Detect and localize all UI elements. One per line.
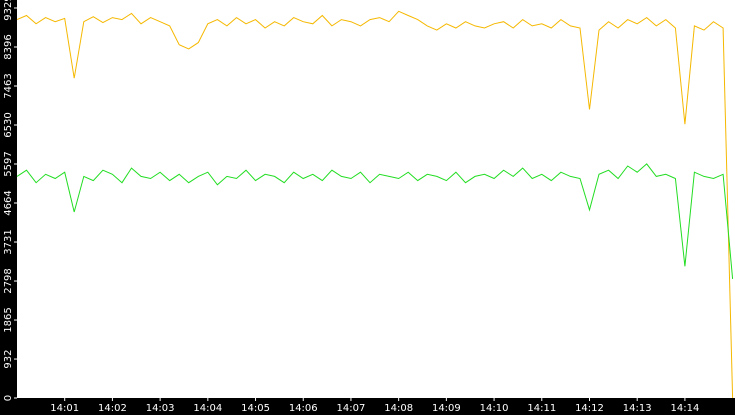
series-line: [16, 10, 734, 399]
series-line: [16, 163, 734, 279]
x-tick-label: 14:09: [432, 403, 461, 414]
x-tick-label: 14:12: [575, 403, 604, 414]
x-tick-label: 14:13: [623, 403, 652, 414]
y-tick-label: 7463: [3, 73, 14, 98]
y-tick-label: 0: [3, 395, 14, 401]
x-tick-label: 14:05: [241, 403, 270, 414]
y-tick-label: 3731: [3, 229, 14, 254]
x-tick-label: 14:08: [384, 403, 413, 414]
x-tick-label: 14:07: [337, 403, 366, 414]
x-tick-label: 14:14: [670, 403, 699, 414]
y-tick-label: 6530: [3, 112, 14, 137]
x-tick-label: 14:04: [193, 403, 222, 414]
y-tick-label: 2798: [3, 268, 14, 293]
y-tick-label: 4664: [3, 190, 14, 215]
x-tick-label: 14:01: [50, 403, 79, 414]
x-tick-label: 14:06: [289, 403, 318, 414]
plot-area: [17, 0, 735, 398]
y-tick-label: 932: [3, 349, 14, 368]
x-tick-label: 14:11: [527, 403, 556, 414]
y-tick-label: 9329: [3, 0, 14, 21]
x-tick-label: 14:03: [146, 403, 175, 414]
x-tick-label: 14:02: [98, 403, 127, 414]
y-tick-label: 1865: [3, 307, 14, 332]
y-tick-label: 5597: [3, 151, 14, 176]
y-tick-label: 8396: [3, 34, 14, 59]
x-tick-label: 14:10: [480, 403, 509, 414]
